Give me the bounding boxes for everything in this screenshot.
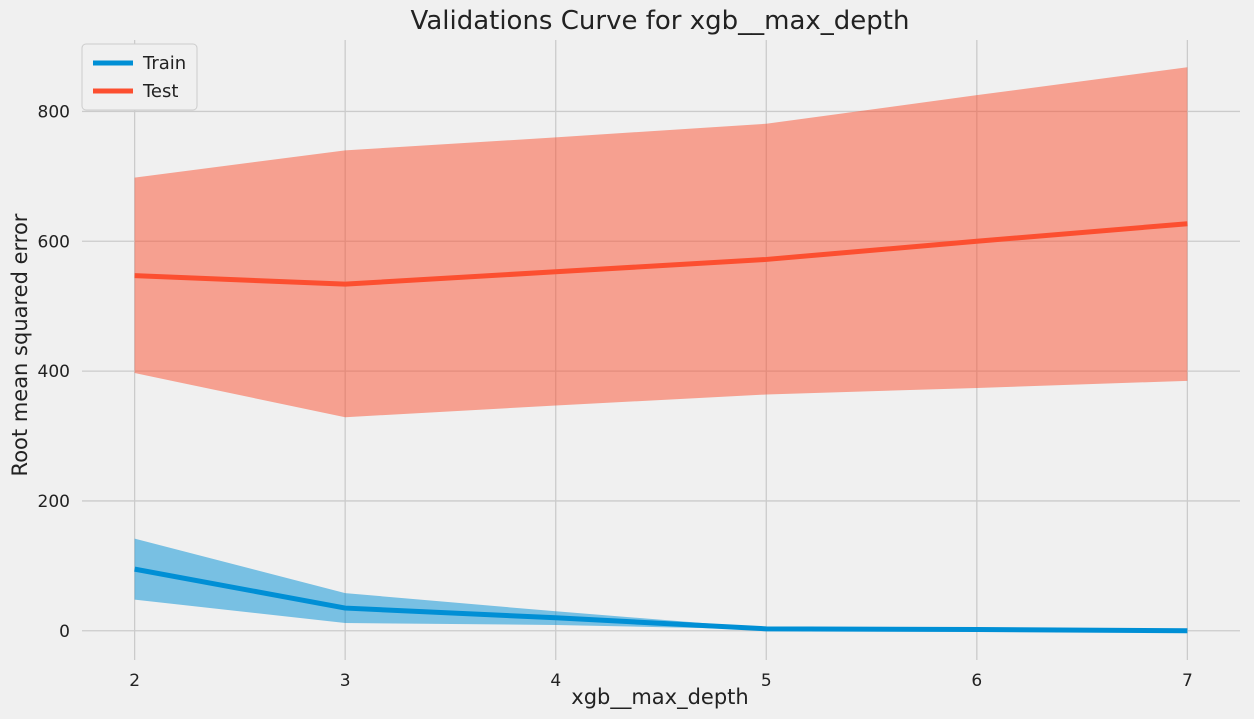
y-tick-label: 200 [38,492,70,512]
legend: Train Test [81,43,198,111]
x-tick-label: 3 [340,671,351,691]
band-train [134,538,1188,631]
x-tick-label: 5 [761,671,772,691]
x-tick-label: 2 [129,671,140,691]
line-test [134,221,1188,287]
x-tick-label: 6 [971,671,982,691]
y-tick-label: 0 [59,622,70,642]
y-tick-labels: 0 200 400 600 800 [38,102,70,641]
chart-title: Validations Curve for xgb__max_depth [411,6,910,36]
y-tick-label: 400 [38,362,70,382]
x-axis-label: xgb__max_depth [571,685,748,710]
band-test [134,67,1188,418]
x-tick-label: 7 [1182,671,1193,691]
x-tick-label: 4 [550,671,561,691]
y-axis-label: Root mean squared error [8,213,32,476]
legend-label-train: Train [142,53,186,74]
confidence-bands [134,67,1188,631]
y-tick-label: 600 [38,232,70,252]
y-tick-label: 800 [38,102,70,122]
series-lines [134,221,1188,634]
legend-label-test: Test [142,81,178,102]
line-train [134,566,1188,634]
x-tick-labels: 2 3 4 5 6 7 [129,671,1193,691]
